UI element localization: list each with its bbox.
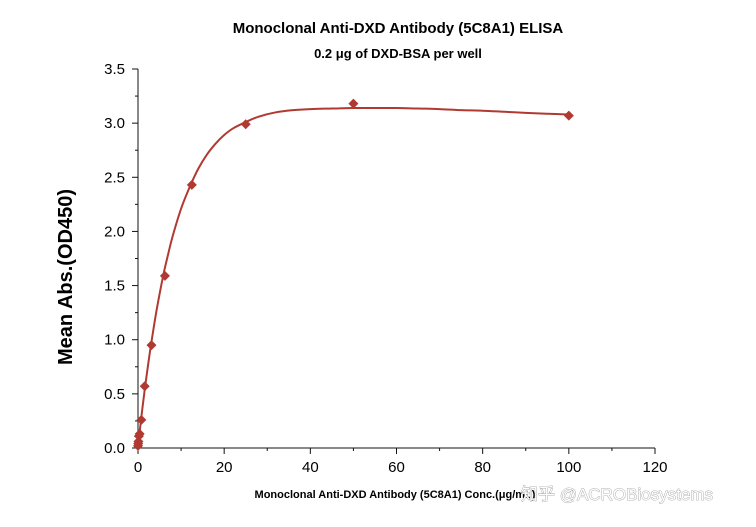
x-tick-label: 80	[474, 459, 491, 476]
data-point-diamond	[136, 414, 147, 425]
y-axis-label: Mean Abs.(OD450)	[55, 189, 77, 365]
y-tick-label: 1.5	[104, 278, 125, 295]
data-point-diamond	[563, 110, 574, 121]
fit-curve-line	[137, 106, 569, 446]
x-tick-label: 40	[302, 459, 319, 476]
data-points	[133, 98, 574, 451]
y-tick-label: 0.5	[104, 386, 125, 403]
y-tick-label: 2.0	[104, 223, 125, 240]
chart-title: Monoclonal Anti-DXD Antibody (5C8A1) ELI…	[233, 20, 564, 37]
x-tick-label: 60	[388, 459, 405, 476]
x-axis-label: Monoclonal Anti-DXD Antibody (5C8A1) Con…	[255, 489, 536, 501]
x-tick-label: 120	[642, 459, 667, 476]
data-point-diamond	[186, 179, 197, 190]
x-tick-label: 100	[556, 459, 581, 476]
y-tick-label: 3.0	[104, 115, 125, 132]
data-point-diamond	[134, 428, 145, 439]
x-tick-label: 20	[216, 459, 233, 476]
ticks: 0.0 0.5 1.0 1.5 2.0 2.5 3.0 3.5 0 20 40 60 80 100 120	[104, 61, 667, 476]
y-tick-label: 1.0	[104, 332, 125, 349]
data-point-diamond	[146, 340, 157, 351]
data-point-diamond	[240, 119, 251, 130]
data-point-diamond	[139, 381, 150, 392]
data-point-diamond	[348, 98, 359, 109]
axes	[137, 69, 655, 449]
chart-subtitle: 0.2 μg of DXD-BSA per well	[314, 46, 482, 61]
watermark: 知乎 @ACROBiosystems	[521, 485, 713, 504]
x-tick-label: 0	[134, 459, 142, 476]
fit-curve-layer	[137, 106, 569, 446]
y-tick-label: 0.0	[104, 440, 125, 457]
y-tick-label: 3.5	[104, 61, 125, 78]
y-tick-label: 2.5	[104, 169, 125, 186]
data-point-diamond	[159, 270, 170, 281]
